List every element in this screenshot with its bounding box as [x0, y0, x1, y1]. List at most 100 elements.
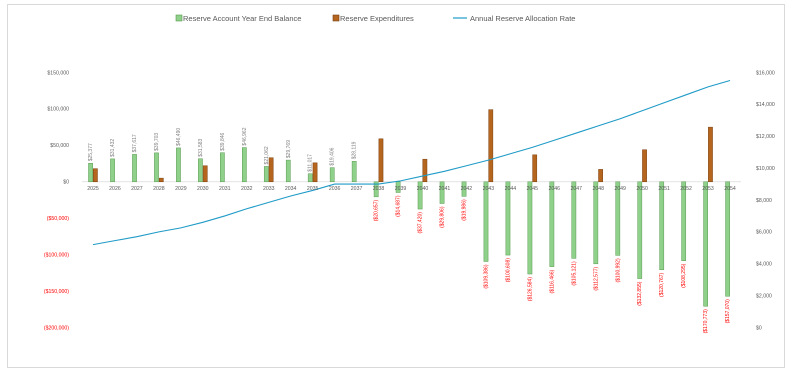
x-tick-label: 2028 [153, 186, 165, 192]
balance-bar [593, 181, 599, 265]
balance-data-label: ($112,577) [593, 266, 599, 290]
x-tick-label: 2036 [329, 186, 341, 192]
right-tick-label: $8,000 [756, 198, 772, 204]
balance-bar [329, 167, 335, 183]
expenditure-bar [158, 177, 164, 183]
balance-data-label: ($116,466) [549, 269, 555, 293]
balance-data-label: $28,119 [352, 141, 358, 159]
balance-data-label: $11,017 [308, 154, 314, 172]
left-tick-label: ($150,000) [44, 289, 69, 295]
balance-data-label: $29,769 [286, 140, 292, 158]
legend-label-1: Reserve Expenditures [340, 14, 414, 23]
x-tick-label: 2044 [505, 186, 517, 192]
expenditure-bar [312, 162, 318, 183]
expenditure-bar [708, 126, 713, 183]
balance-bar [725, 181, 730, 297]
left-axis: $150,000 $100,000 $50,000 $0 ($50,000) ($100,… [44, 70, 69, 331]
balance-data-label: $37,617 [132, 134, 138, 152]
left-tick-label: ($200,000) [44, 325, 69, 331]
x-tick-label: 2025 [87, 186, 99, 192]
x-tick-label: 2052 [680, 186, 692, 192]
x-tick-label: 2047 [570, 186, 582, 192]
balance-bar [242, 147, 247, 183]
expenditure-bar [378, 138, 384, 183]
right-tick-label: $10,000 [756, 166, 775, 172]
x-tick-label: 2037 [351, 186, 363, 192]
x-tick-label: 2040 [417, 186, 429, 192]
balance-data-label: $19,406 [330, 147, 336, 165]
x-tick-label: 2054 [724, 186, 736, 192]
balance-bar [307, 173, 313, 183]
balance-bar [395, 181, 401, 193]
x-tick-label: 2032 [241, 186, 253, 192]
balance-bar [505, 181, 511, 256]
x-tick-label: 2049 [614, 186, 626, 192]
allocation-rate-line [92, 79, 731, 246]
balance-data-label: ($109,386) [483, 264, 489, 289]
balance-bar [615, 181, 621, 256]
balance-data-label: $31,432 [110, 139, 116, 157]
balance-bar [439, 181, 445, 204]
balance-data-label: ($100,992) [615, 258, 621, 283]
left-tick-label: $100,000 [47, 107, 69, 113]
balance-bar [198, 158, 203, 183]
right-tick-label: $14,000 [756, 102, 775, 108]
x-tick-label: 2042 [461, 186, 473, 192]
balance-data-label: ($20,657) [374, 200, 380, 222]
balance-bar [571, 181, 577, 259]
balance-data-label: ($126,584) [527, 277, 533, 302]
right-tick-label: $0 [756, 325, 762, 331]
expenditure-bar [422, 158, 428, 183]
right-tick-label: $2,000 [756, 293, 772, 299]
x-tick-label: 2031 [219, 186, 231, 192]
balance-data-label: ($100,608) [505, 258, 511, 283]
balance-bar [176, 147, 181, 183]
balance-data-label: $46,490 [176, 128, 182, 146]
left-tick-label: $150,000 [47, 70, 69, 76]
balance-data-label: ($19,986) [462, 199, 468, 221]
balance-bar [154, 152, 159, 183]
balance-bar [285, 159, 291, 183]
x-tick-label: 2046 [549, 186, 561, 192]
balance-data-label: ($14,687) [396, 195, 402, 217]
balance-data-label: $46,962 [242, 127, 248, 145]
expenditure-bar [488, 109, 494, 183]
left-tick-label: $50,000 [50, 143, 69, 149]
legend-label-2: Annual Reserve Allocation Rate [470, 14, 575, 23]
legend-label-0: Reserve Account Year End Balance [183, 14, 301, 23]
left-tick-label: ($100,000) [44, 252, 69, 258]
x-tick-label: 2038 [373, 186, 385, 192]
balance-data-label: $31,583 [198, 138, 204, 156]
balance-bar [110, 158, 115, 183]
balance-data-label: $39,703 [154, 133, 160, 151]
chart-frame: Reserve Account Year End Balance Reserve … [7, 4, 785, 368]
x-tick-label: 2033 [263, 186, 275, 192]
expenditure-bar [598, 169, 603, 183]
x-tick-label: 2051 [658, 186, 670, 192]
expenditure-bar [532, 154, 538, 183]
x-tick-label: 2045 [527, 186, 539, 192]
expenditure-bar [202, 165, 208, 183]
x-tick-label: 2043 [483, 186, 495, 192]
x-tick-label: 2026 [109, 186, 121, 192]
balance-bar [220, 152, 225, 183]
chart-svg: Reserve Account Year End Balance Reserve … [44, 14, 775, 333]
balance-bar [527, 181, 533, 275]
balance-bar [483, 181, 489, 262]
data-labels: $25,377 $31,432 $37,617 $39,703 $46,490 $31,5… [88, 127, 731, 333]
x-tick-label: 2050 [636, 186, 648, 192]
balance-bar [263, 166, 269, 183]
bars [88, 109, 730, 307]
x-tick-label: 2027 [131, 186, 143, 192]
x-tick-label: 2048 [592, 186, 604, 192]
legend-swatch-1 [332, 14, 340, 22]
balance-bar [461, 181, 467, 197]
balance-data-label: ($170,773) [703, 309, 709, 334]
balance-data-label: ($120,767) [659, 272, 665, 297]
balance-bar [659, 181, 665, 271]
expenditure-bar [93, 168, 98, 183]
balance-bar [132, 154, 137, 183]
balance-bar [373, 181, 379, 198]
x-tick-label: 2035 [307, 186, 319, 192]
right-tick-label: $4,000 [756, 262, 772, 268]
